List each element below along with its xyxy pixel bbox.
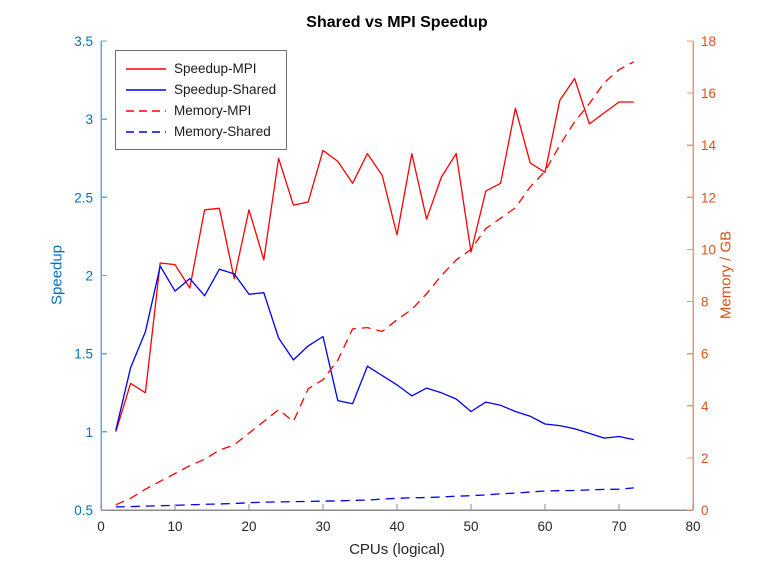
x-tick-label: 0 [97, 519, 105, 534]
legend-line-sample [126, 88, 166, 91]
legend-label: Speedup-MPI [174, 61, 257, 76]
line-memory-shared [115, 487, 634, 508]
y-left-tick-label: 2 [85, 269, 93, 284]
legend-line-sample [126, 67, 166, 70]
y-left-tick-label: 3 [85, 112, 93, 127]
line-speedup-shared [115, 265, 634, 441]
y-right-tick-label: 10 [701, 242, 716, 257]
legend: Speedup-MPI Speedup-Shared Memory-MPI Memor… [115, 50, 288, 150]
x-tick-label: 80 [685, 519, 700, 534]
line-speedup-mpi [115, 77, 634, 432]
y-right-tick-label: 14 [701, 138, 717, 153]
chart-title: Shared vs MPI Speedup [306, 14, 488, 31]
y-right-tick-label: 0 [701, 503, 709, 518]
x-tick-label: 40 [389, 519, 404, 534]
legend-item-memory-shared: Memory-Shared [125, 121, 276, 142]
y-left-tick-label: 0.5 [74, 503, 93, 518]
line-memory-mpi [115, 61, 635, 506]
y-right-tick-label: 6 [701, 347, 709, 362]
legend-label: Speedup-Shared [174, 82, 277, 97]
y-right-tick-label: 12 [701, 190, 716, 205]
y-right-tick-label: 4 [701, 399, 709, 414]
legend-label: Memory-MPI [174, 103, 252, 118]
y-right-tick-label: 2 [701, 451, 709, 466]
x-tick-label: 20 [241, 519, 256, 534]
legend-item-speedup-mpi: Speedup-MPI [125, 58, 276, 79]
x-tick-label: 30 [315, 519, 330, 534]
x-tick-label: 50 [463, 519, 478, 534]
x-tick-label: 10 [167, 519, 182, 534]
x-tick-label: 70 [611, 519, 626, 534]
legend-item-speedup-shared: Speedup-Shared [125, 79, 276, 100]
legend-line-sample [126, 130, 166, 133]
y-right-tick-label: 8 [701, 295, 709, 310]
y-right-tick-label: 18 [701, 34, 716, 49]
x-tick-label: 60 [537, 519, 552, 534]
x-axis-label: CPUs (logical) [349, 541, 445, 558]
legend-line-sample [126, 109, 166, 112]
y-left-tick-label: 1 [85, 425, 93, 440]
y-right-tick-label: 16 [701, 86, 716, 101]
y-left-tick-label: 1.5 [74, 347, 93, 362]
y-left-tick-label: 3.5 [74, 34, 93, 49]
legend-item-memory-mpi: Memory-MPI [125, 100, 276, 121]
y-left-tick-label: 2.5 [74, 190, 93, 205]
legend-label: Memory-Shared [174, 124, 271, 139]
